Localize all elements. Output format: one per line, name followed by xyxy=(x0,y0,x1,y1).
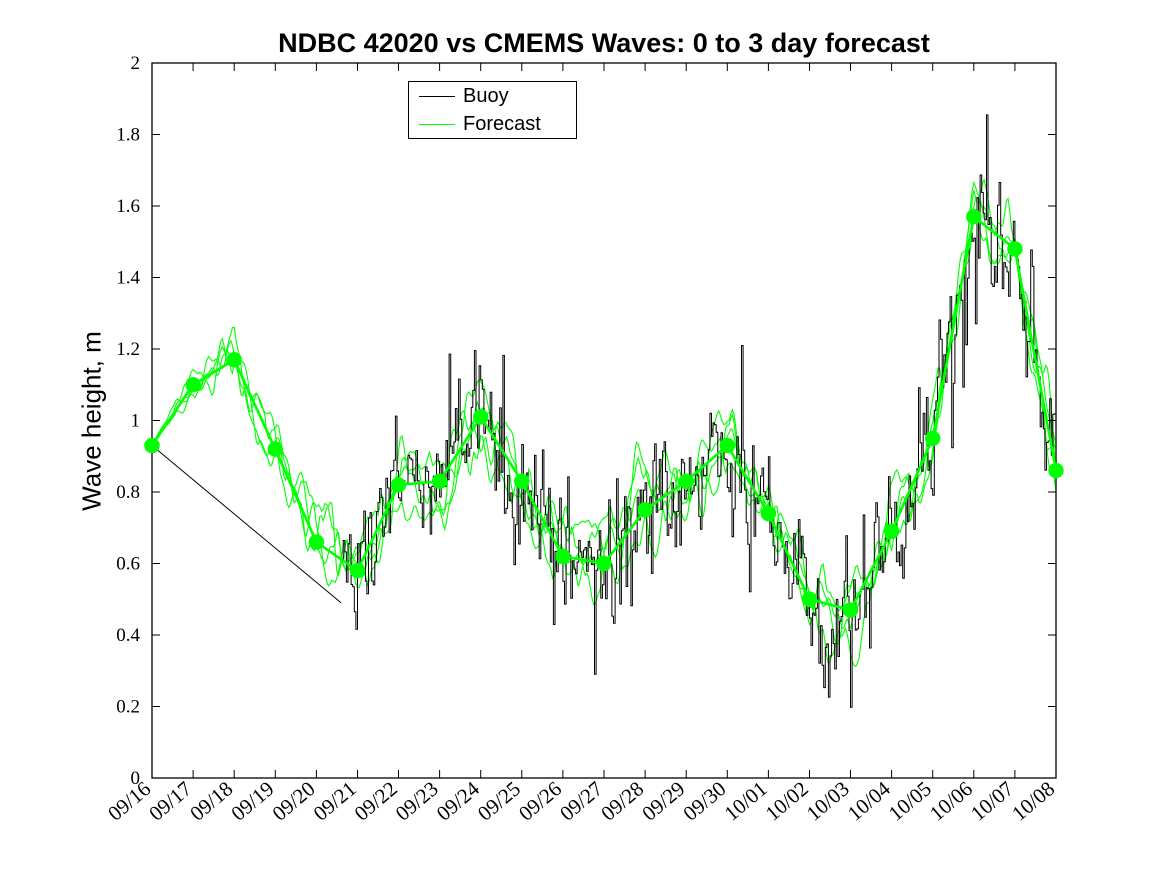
svg-text:09/17: 09/17 xyxy=(144,776,196,825)
svg-text:0.4: 0.4 xyxy=(116,625,140,646)
svg-text:10/02: 10/02 xyxy=(761,776,813,825)
svg-text:10/03: 10/03 xyxy=(802,776,854,825)
svg-text:09/28: 09/28 xyxy=(596,776,648,825)
svg-text:1.8: 1.8 xyxy=(116,125,140,146)
svg-text:09/22: 09/22 xyxy=(350,776,402,825)
svg-text:0.2: 0.2 xyxy=(116,697,140,718)
svg-text:09/27: 09/27 xyxy=(555,776,607,825)
svg-text:09/20: 09/20 xyxy=(268,776,320,825)
svg-text:1.4: 1.4 xyxy=(116,268,140,289)
svg-text:10/08: 10/08 xyxy=(1007,776,1059,825)
svg-text:10/04: 10/04 xyxy=(843,776,895,825)
svg-text:0.6: 0.6 xyxy=(116,554,140,575)
svg-text:09/25: 09/25 xyxy=(473,776,525,825)
svg-text:2: 2 xyxy=(131,53,141,74)
svg-text:10/06: 10/06 xyxy=(925,776,977,825)
svg-text:1.6: 1.6 xyxy=(116,196,140,217)
svg-text:09/19: 09/19 xyxy=(226,776,278,825)
svg-text:09/21: 09/21 xyxy=(309,776,361,825)
svg-text:09/18: 09/18 xyxy=(185,776,237,825)
svg-text:09/24: 09/24 xyxy=(432,776,484,825)
svg-text:09/30: 09/30 xyxy=(678,776,730,825)
svg-text:09/29: 09/29 xyxy=(637,776,689,825)
svg-text:10/07: 10/07 xyxy=(966,776,1018,825)
svg-text:09/16: 09/16 xyxy=(103,776,155,825)
svg-text:09/23: 09/23 xyxy=(391,776,443,825)
svg-text:1.2: 1.2 xyxy=(116,339,140,360)
svg-text:10/01: 10/01 xyxy=(720,776,772,825)
svg-text:09/26: 09/26 xyxy=(514,776,566,825)
svg-text:1: 1 xyxy=(131,411,141,432)
svg-text:10/05: 10/05 xyxy=(884,776,936,825)
svg-text:0.8: 0.8 xyxy=(116,482,140,503)
